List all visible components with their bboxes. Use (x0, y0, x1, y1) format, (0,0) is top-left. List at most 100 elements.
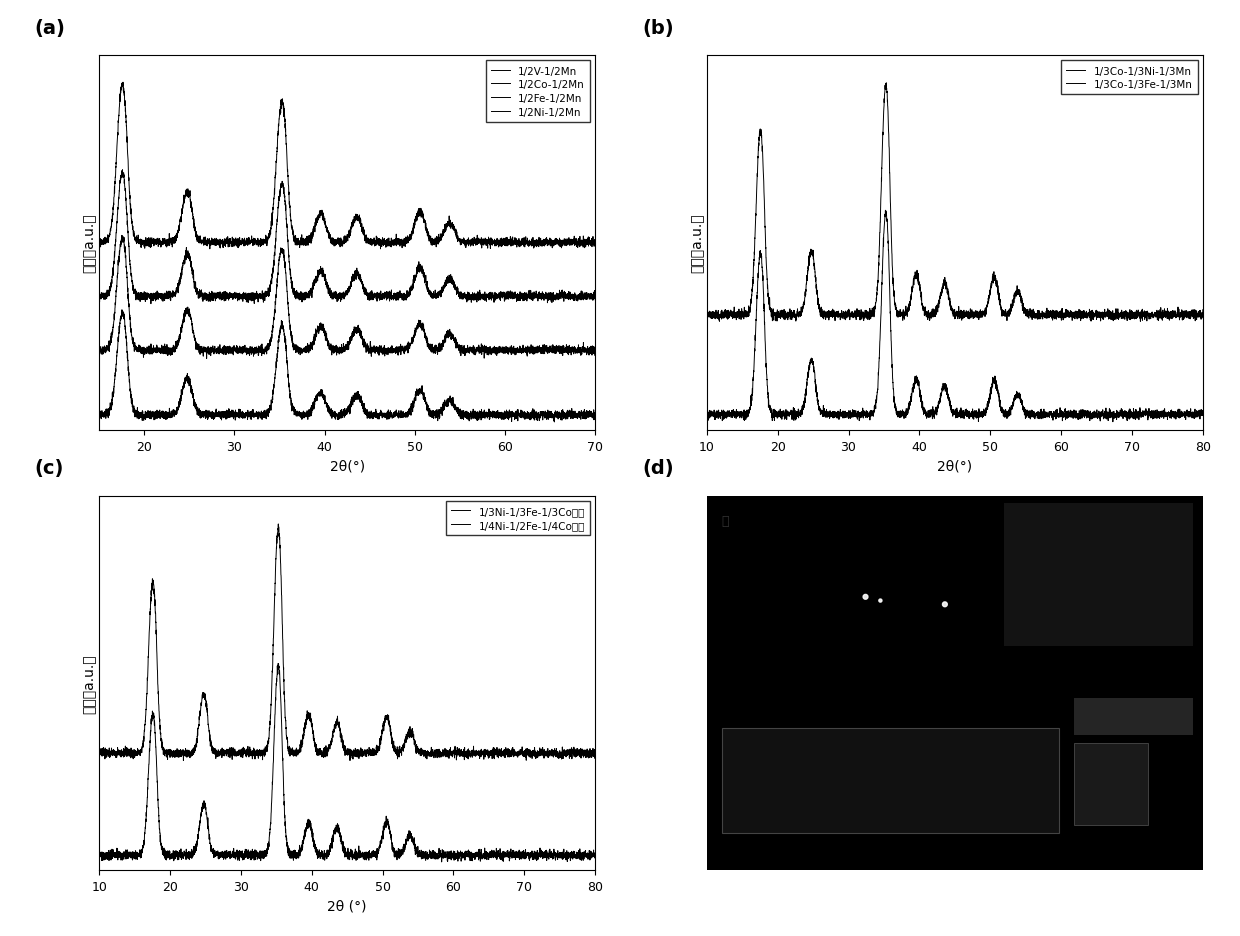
1/2Fe-1/2Mn (453, 345, 467, 357)
1/2Co-1/2Mn (115, 165, 130, 176)
Point (935, 597, 955, 612)
Text: (b): (b) (642, 19, 675, 37)
X-axis label: 2θ(°): 2θ(°) (937, 459, 972, 473)
1/2Ni-1/2Mn (573, 413, 588, 424)
1/2Ni-1/2Mn (114, 305, 129, 316)
1/3Co-1/3Ni-1/3Mn (1180, 311, 1195, 322)
1/3Ni-1/3Fe-1/3Co掉杂 (92, 751, 107, 762)
1/3Co-1/3Ni-1/3Mn (1156, 307, 1171, 318)
Y-axis label: 强度（a.u.）: 强度（a.u.） (689, 213, 704, 273)
Y-axis label: 强度（a.u.）: 强度（a.u.） (82, 653, 97, 713)
1/4Ni-1/2Fe-1/4Co掉杂 (327, 825, 342, 836)
Bar (722, 728, 1059, 833)
1/2Co-1/2Mn (304, 286, 319, 298)
Point (870, 593, 890, 608)
Text: (c): (c) (35, 459, 64, 477)
1/4Ni-1/2Fe-1/4Co掉杂 (548, 855, 563, 866)
1/2V-1/2Mn (92, 234, 107, 245)
1/3Co-1/3Fe-1/3Mn (911, 385, 926, 396)
Line: 1/3Co-1/3Ni-1/3Mn: 1/3Co-1/3Ni-1/3Mn (707, 84, 1203, 322)
1/3Co-1/3Ni-1/3Mn (1195, 305, 1210, 316)
1/2Fe-1/2Mn (300, 347, 315, 358)
Line: 1/2Co-1/2Mn: 1/2Co-1/2Mn (99, 170, 595, 304)
1/2V-1/2Mn (588, 236, 603, 247)
1/2Ni-1/2Mn (304, 408, 319, 419)
1/2Co-1/2Mn (92, 287, 107, 299)
1/3Co-1/3Ni-1/3Mn (908, 271, 923, 283)
1/2Ni-1/2Mn (548, 410, 563, 421)
1/2Fe-1/2Mn (92, 345, 107, 357)
1/3Ni-1/3Fe-1/3Co掉杂 (548, 752, 563, 763)
1/2Fe-1/2Mn (327, 342, 342, 353)
1/4Ni-1/2Fe-1/4Co掉杂 (270, 658, 285, 669)
1/3Co-1/3Fe-1/3Mn (1105, 417, 1120, 428)
X-axis label: 2θ (°): 2θ (°) (327, 899, 367, 913)
1/2V-1/2Mn (573, 238, 588, 249)
1/3Co-1/3Fe-1/3Mn (1195, 408, 1210, 419)
Legend: 1/3Ni-1/3Fe-1/3Co掉杂, 1/4Ni-1/2Fe-1/4Co掉杂: 1/3Ni-1/3Fe-1/3Co掉杂, 1/4Ni-1/2Fe-1/4Co掉杂 (446, 502, 590, 535)
1/2Fe-1/2Mn (200, 354, 215, 365)
1/3Co-1/3Ni-1/3Mn (1060, 309, 1075, 320)
1/3Co-1/3Ni-1/3Mn (699, 314, 714, 325)
1/3Co-1/3Fe-1/3Mn (1060, 409, 1075, 420)
Legend: 1/2V-1/2Mn, 1/2Co-1/2Mn, 1/2Fe-1/2Mn, 1/2Ni-1/2Mn: 1/2V-1/2Mn, 1/2Co-1/2Mn, 1/2Fe-1/2Mn, 1/… (486, 62, 590, 123)
Line: 1/3Co-1/3Fe-1/3Mn: 1/3Co-1/3Fe-1/3Mn (707, 211, 1203, 422)
1/2V-1/2Mn (300, 237, 315, 248)
1/3Ni-1/3Fe-1/3Co掉杂 (270, 519, 285, 530)
1/3Co-1/3Fe-1/3Mn (878, 205, 893, 216)
1/4Ni-1/2Fe-1/4Co掉杂 (453, 850, 467, 861)
1/2Co-1/2Mn (300, 288, 315, 300)
1/2Co-1/2Mn (453, 288, 467, 300)
1/2Co-1/2Mn (588, 295, 603, 306)
Line: 1/4Ni-1/2Fe-1/4Co掉杂: 1/4Ni-1/2Fe-1/4Co掉杂 (99, 664, 595, 862)
1/2Co-1/2Mn (327, 289, 342, 300)
1/2Ni-1/2Mn (547, 417, 562, 428)
1/2V-1/2Mn (115, 78, 130, 89)
1/2Fe-1/2Mn (114, 230, 129, 241)
Bar (1074, 743, 1148, 826)
1/4Ni-1/2Fe-1/4Co掉杂 (588, 851, 603, 862)
1/3Co-1/3Ni-1/3Mn (879, 79, 894, 90)
1/3Co-1/3Ni-1/3Mn (911, 279, 926, 290)
1/3Ni-1/3Fe-1/3Co掉杂 (327, 723, 342, 734)
Legend: 1/3Co-1/3Ni-1/3Mn, 1/3Co-1/3Fe-1/3Mn: 1/3Co-1/3Ni-1/3Mn, 1/3Co-1/3Fe-1/3Mn (1061, 62, 1198, 95)
1/4Ni-1/2Fe-1/4Co掉杂 (434, 856, 449, 868)
1/2Co-1/2Mn (548, 292, 563, 303)
Bar (1074, 698, 1193, 736)
1/2Ni-1/2Mn (588, 405, 603, 417)
1/2V-1/2Mn (373, 244, 388, 256)
1/3Co-1/3Fe-1/3Mn (1180, 410, 1195, 421)
1/2V-1/2Mn (327, 241, 342, 252)
1/2Fe-1/2Mn (588, 344, 603, 355)
1/3Co-1/3Fe-1/3Mn (935, 385, 950, 396)
1/3Co-1/3Fe-1/3Mn (1156, 408, 1171, 419)
1/4Ni-1/2Fe-1/4Co掉杂 (92, 850, 107, 861)
1/3Ni-1/3Fe-1/3Co掉杂 (453, 749, 467, 760)
1/3Ni-1/3Fe-1/3Co掉杂 (300, 707, 315, 718)
1/4Ni-1/2Fe-1/4Co掉杂 (300, 817, 315, 828)
Text: (d): (d) (642, 459, 675, 477)
Text: (a): (a) (35, 19, 66, 37)
1/3Co-1/3Ni-1/3Mn (935, 283, 950, 294)
Y-axis label: 强度（a.u.）: 强度（a.u.） (82, 213, 97, 273)
1/2Fe-1/2Mn (548, 348, 563, 359)
1/2Ni-1/2Mn (453, 411, 467, 422)
Line: 1/2V-1/2Mn: 1/2V-1/2Mn (99, 83, 595, 250)
1/4Ni-1/2Fe-1/4Co掉杂 (304, 826, 319, 837)
1/2Ni-1/2Mn (300, 411, 315, 422)
1/2V-1/2Mn (548, 234, 563, 245)
1/3Ni-1/3Fe-1/3Co掉杂 (573, 752, 588, 763)
1/3Co-1/3Fe-1/3Mn (699, 408, 714, 419)
Line: 1/2Ni-1/2Mn: 1/2Ni-1/2Mn (99, 311, 595, 422)
1/3Ni-1/3Fe-1/3Co掉杂 (588, 748, 603, 759)
1/2Fe-1/2Mn (304, 340, 319, 351)
1/2Fe-1/2Mn (573, 344, 588, 356)
1/3Co-1/3Fe-1/3Mn (908, 374, 923, 386)
1/4Ni-1/2Fe-1/4Co掉杂 (573, 850, 588, 861)
Bar (1004, 504, 1193, 646)
X-axis label: 2θ(°): 2θ(°) (330, 459, 365, 473)
1/2Co-1/2Mn (144, 299, 159, 310)
Point (856, 590, 875, 605)
1/2Co-1/2Mn (573, 288, 588, 300)
1/2V-1/2Mn (304, 236, 319, 247)
